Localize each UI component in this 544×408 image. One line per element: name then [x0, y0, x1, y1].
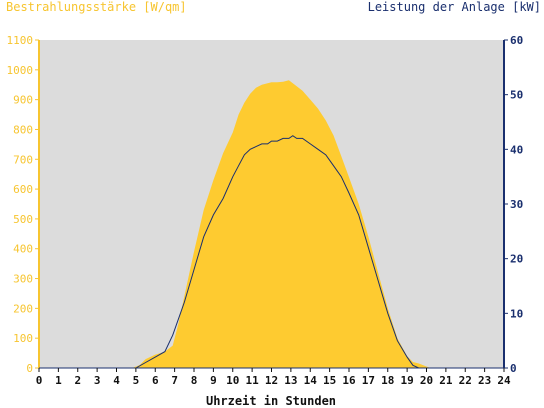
x-tick-label: 10	[226, 374, 239, 387]
left-tick-label: 500	[13, 213, 33, 226]
irradiance-area	[39, 80, 504, 369]
left-tick-label: 600	[13, 183, 33, 196]
left-tick-label: 300	[13, 273, 33, 286]
left-tick-label: 1000	[7, 64, 34, 77]
left-tick-label: 800	[13, 123, 33, 136]
right-tick-label: 0	[510, 362, 517, 375]
x-tick-label: 2	[74, 374, 81, 387]
x-tick-label: 11	[246, 374, 260, 387]
left-tick-label: 400	[13, 243, 33, 256]
left-tick-label: 700	[13, 153, 33, 166]
right-tick-label: 20	[510, 253, 523, 266]
left-axis-title: Bestrahlungsstärke [W/qm]	[6, 0, 187, 14]
x-tick-label: 12	[265, 374, 278, 387]
x-tick-label: 13	[284, 374, 297, 387]
x-tick-label: 8	[191, 374, 198, 387]
x-axis-label: Uhrzeit in Stunden	[205, 394, 337, 408]
x-tick-label: 6	[152, 374, 159, 387]
x-tick-label: 0	[36, 374, 43, 387]
x-tick-label: 15	[323, 374, 336, 387]
x-tick-label: 17	[362, 374, 375, 387]
right-tick-label: 40	[510, 143, 523, 156]
left-tick-label: 100	[13, 332, 33, 345]
x-tick-label: 3	[94, 374, 101, 387]
x-tick-label: 24	[497, 374, 511, 387]
x-tick-label: 1	[55, 374, 62, 387]
left-tick-label: 1100	[7, 34, 34, 47]
x-tick-label: 4	[113, 374, 120, 387]
right-tick-label: 10	[510, 307, 523, 320]
right-tick-label: 50	[510, 89, 523, 102]
x-tick-label: 23	[478, 374, 491, 387]
x-tick-label: 16	[342, 374, 356, 387]
x-tick-label: 19	[401, 374, 414, 387]
x-tick-label: 7	[171, 374, 178, 387]
left-tick-label: 900	[13, 94, 33, 107]
left-tick-label: 0	[26, 362, 33, 375]
right-axis-title: Leistung der Anlage [kW]	[367, 0, 541, 14]
x-tick-label: 22	[459, 374, 472, 387]
axis-ticks: 0100200300400500600700800900100011000102…	[7, 34, 524, 387]
left-tick-label: 200	[13, 302, 33, 315]
x-tick-label: 21	[439, 374, 453, 387]
right-tick-label: 60	[510, 34, 523, 47]
x-tick-label: 14	[304, 374, 318, 387]
x-tick-label: 5	[133, 374, 140, 387]
x-tick-label: 18	[381, 374, 394, 387]
x-tick-label: 20	[420, 374, 433, 387]
power-line	[39, 135, 504, 369]
x-tick-label: 9	[210, 374, 217, 387]
right-tick-label: 30	[510, 198, 523, 211]
